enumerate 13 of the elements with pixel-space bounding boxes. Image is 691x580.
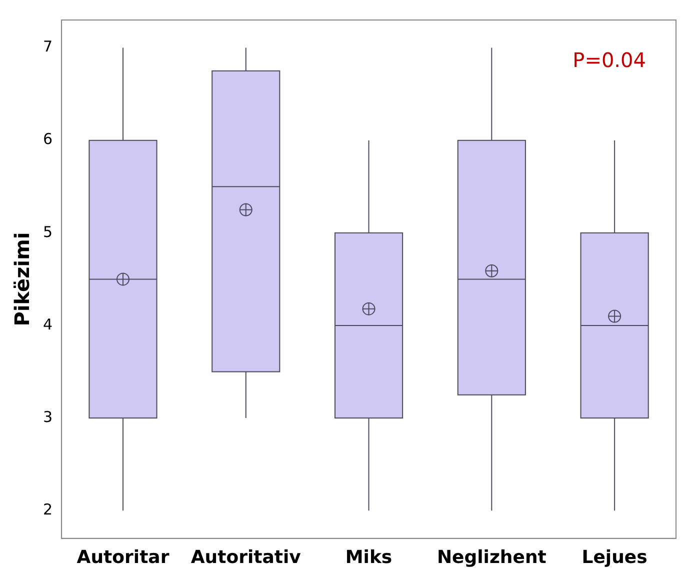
x-tick-label: Autoritar <box>76 546 170 568</box>
x-tick-label: Neglizhent <box>436 546 547 568</box>
x-tick-label: Miks <box>345 546 392 568</box>
x-tick-label: Lejues <box>582 546 648 568</box>
x-tick-label: Autoritativ <box>190 546 302 568</box>
y-tick-label: 6 <box>42 130 53 148</box>
annotation: P=0.04 <box>572 48 646 72</box>
y-axis-title: Pikëzimi <box>10 232 34 326</box>
y-tick-label: 5 <box>42 222 53 241</box>
y-tick-label: 3 <box>42 408 53 426</box>
y-tick-label: 7 <box>42 38 53 56</box>
y-tick-label: 2 <box>42 500 53 519</box>
y-tick-label: 4 <box>42 315 53 334</box>
